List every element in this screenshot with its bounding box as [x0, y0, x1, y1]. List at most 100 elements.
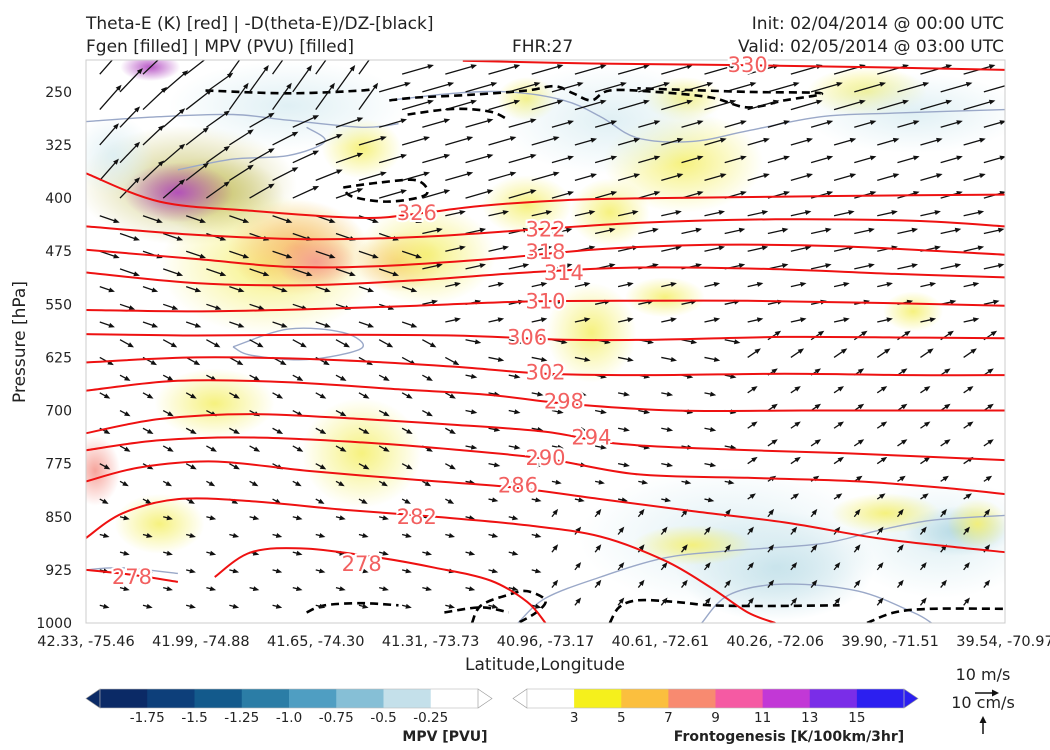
wind-vector-157: [551, 191, 574, 199]
wind-vector-349: [661, 356, 677, 362]
wind-vector-406: [422, 409, 433, 417]
wind-vector-236: [335, 268, 356, 277]
wind-vector-297: [229, 321, 245, 328]
wind-vector-445: [292, 445, 304, 452]
wind-vector-265: [661, 282, 677, 288]
wind-vector-650: [963, 597, 970, 606]
wind-vector-559: [660, 526, 668, 535]
wind-vector-81: [897, 120, 920, 128]
field-blob-27: [947, 498, 1005, 549]
wind-vector-60: [877, 99, 909, 111]
wind-vector-458: [853, 439, 865, 447]
wind-vector-449: [465, 444, 478, 450]
wind-vector-504: [99, 498, 109, 504]
wind-vector-275: [206, 303, 222, 310]
wind-vector-171: [229, 215, 250, 223]
valid-time: Valid: 02/05/2014 @ 03:00 UTC: [738, 37, 1004, 57]
wind-vector-156: [508, 189, 537, 199]
wind-vector-51: [488, 99, 521, 111]
wind-vector-86: [185, 127, 209, 146]
wind-vector-9: [488, 64, 521, 75]
wind-vector-378: [99, 392, 111, 399]
cbar1-swatch-0: [100, 689, 148, 708]
wind-vector-640: [531, 603, 542, 609]
wind-vector-200: [594, 227, 616, 235]
wind-vector-475: [661, 462, 674, 468]
wind-vector-469: [401, 463, 413, 470]
wind-vector-612: [249, 586, 260, 591]
wind-vector-226: [790, 245, 812, 252]
wind-vector-101: [833, 137, 857, 146]
wind-vector-146: [963, 173, 986, 182]
wind-vector-106: [162, 143, 186, 164]
wind-vector-366: [508, 373, 521, 379]
wind-vector-477: [747, 456, 758, 465]
wind-vector-84: [99, 123, 119, 146]
wind-vector-431: [574, 427, 587, 432]
wind-vector-527: [206, 515, 217, 521]
ref-vector-vertical-label: 10 cm/s: [951, 693, 1015, 712]
wind-vector-427: [401, 427, 413, 434]
wind-vector-196: [422, 227, 443, 235]
forecast-hour: FHR:27: [512, 37, 574, 57]
wind-vector-92: [445, 136, 474, 146]
theta-e-contour-302: [86, 356, 1005, 377]
wind-vector-235: [292, 268, 313, 277]
wind-vector-503: [983, 475, 993, 482]
wind-vector-396: [876, 386, 888, 394]
frontogenesis-colorbar-label: Frontogenesis [K/100km/3hr]: [674, 729, 904, 745]
wind-vector-634: [272, 603, 283, 609]
wind-vector-569: [206, 550, 217, 556]
wind-vector-323: [465, 339, 482, 345]
wind-vector-141: [747, 173, 770, 182]
wind-vector-404: [335, 409, 347, 417]
cbar2-swatch-7: [856, 689, 905, 708]
wind-vector-201: [638, 227, 659, 235]
wind-vector-271: [920, 282, 937, 288]
wind-vector-509: [315, 498, 325, 504]
cbar2-end-left: [512, 688, 528, 709]
wind-vector-247: [810, 263, 832, 270]
wind-vector-137: [574, 173, 597, 182]
theta-e-label-286: 286: [498, 474, 538, 498]
init-time: Init: 02/04/2014 @ 00:00 UTC: [751, 14, 1004, 34]
cbar2-swatch-3: [668, 689, 716, 708]
wind-vector-321: [378, 339, 394, 348]
wind-vector-597: [488, 568, 499, 574]
wind-vector-467: [315, 463, 327, 470]
wind-vector-606: [876, 562, 884, 571]
dthetae-dz-contours: [205, 84, 1005, 623]
wind-vector-88: [272, 131, 299, 146]
wind-vector-631: [142, 603, 153, 609]
wind-vector-524: [963, 493, 972, 500]
wind-vector-169: [142, 215, 163, 223]
wind-vector-583: [810, 544, 818, 553]
wind-vector-128: [185, 162, 209, 181]
wind-vector-480: [876, 456, 888, 465]
wind-vector-362: [335, 374, 347, 381]
wind-vector-468: [358, 463, 370, 470]
mpv-contour-0: [86, 113, 399, 129]
wind-vector-565: [919, 526, 927, 535]
mpv-contour-1: [389, 90, 1005, 143]
wind-vector-324: [508, 339, 525, 345]
wind-vector-219: [488, 245, 509, 252]
wind-vector-464: [185, 463, 197, 470]
wind-vector-476: [704, 462, 717, 468]
wind-vector-24: [249, 65, 269, 93]
wind-vector-379: [142, 392, 154, 399]
theta-e-label-294: 294: [571, 425, 611, 449]
x-tick-6: 40.26, -72.06: [727, 634, 824, 650]
field-blob-6: [275, 235, 356, 288]
cbar2-outline: [526, 688, 905, 709]
theta-e-contour-282: [86, 497, 776, 623]
wind-vector-37: [810, 82, 843, 93]
wind-vector-177: [488, 210, 509, 217]
wind-vector-433: [661, 427, 674, 432]
wind-vector-487: [292, 480, 302, 487]
cbar1-swatch-3: [241, 689, 290, 708]
wind-vector-461: [983, 439, 994, 447]
wind-vector-319: [292, 339, 307, 348]
wind-vector-365: [465, 373, 478, 379]
wind-vector-257: [315, 286, 331, 293]
